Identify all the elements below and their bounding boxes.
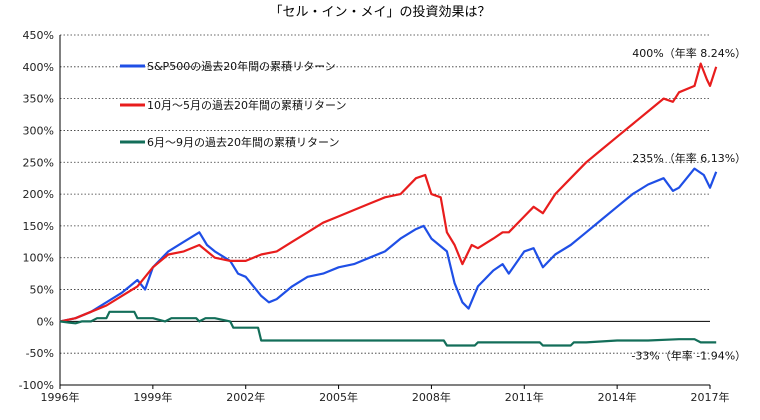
x-tick-label: 1996年 [41,390,80,404]
legend-label-2: 10月～5月の過去20年間の累積リターン [147,98,346,112]
annotation-label: 400%（年率 8.24%） [632,46,746,60]
y-tick-label: 150% [23,220,54,233]
chart-title: 「セル・イン・メイ」の投資効果は？ [269,4,490,20]
x-tick-label: 1999年 [133,390,172,404]
x-tick-labels: 1996年 1999年 2002年 2005年 2008年 2011年 2014年 2017年 [41,390,730,404]
y-tick-label: 200% [23,188,54,201]
axes [59,35,711,389]
y-tick-label: 0% [37,315,54,328]
y-tick-label: 300% [23,124,54,137]
y-tick-label: 250% [23,156,54,169]
series-lines [59,62,718,347]
series-line-2 [59,62,718,323]
legend: S&P500の過去20年間の累積リターン 10月～5月の過去20年間の累積リターン… [120,59,346,149]
y-tick-label: 100% [23,252,54,265]
x-tick-label: 2005年 [319,390,358,404]
x-tick-label: 2011年 [505,390,544,404]
y-tick-label: 450% [23,29,54,42]
annotation-label: -33%（年率 -1.94%） [631,348,746,362]
y-tick-label: -50% [26,347,54,360]
legend-label-3: 6月～9月の過去20年間の累積リターン [147,135,339,149]
x-tick-label: 2002年 [226,390,265,404]
series-line-1 [59,167,718,323]
y-tick-label: 400% [23,61,54,74]
annotations: 400%（年率 8.24%） 235%（年率 6.13%） -33%（年率 -1.9… [631,46,746,363]
y-tick-label: 50% [30,284,54,297]
grid [60,34,710,354]
series-line-3 [59,310,717,347]
x-tick-label: 2014年 [598,390,637,404]
y-tick-labels: -100% -50% 0% 50% 100% 150% 200% 250% 300% 350% 40… [19,29,54,392]
y-tick-label: 350% [23,93,54,106]
legend-label-1: S&P500の過去20年間の累積リターン [147,59,336,73]
x-tick-label: 2017年 [691,390,730,404]
x-tick-label: 2008年 [412,390,451,404]
annotation-label: 235%（年率 6.13%） [632,151,746,165]
y-tick-label: -100% [19,379,54,392]
